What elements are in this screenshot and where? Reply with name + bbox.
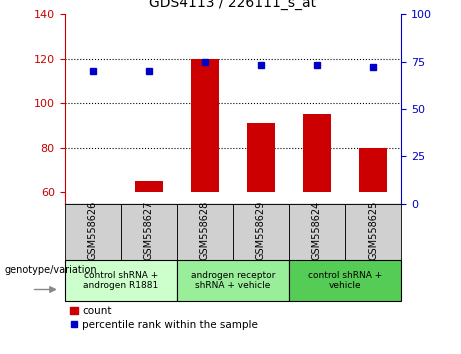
Bar: [177, 204, 233, 260]
Bar: [121, 204, 177, 260]
Text: GSM558626: GSM558626: [88, 201, 98, 260]
Text: GSM558628: GSM558628: [200, 201, 210, 260]
Text: androgen receptor
shRNA + vehicle: androgen receptor shRNA + vehicle: [190, 271, 275, 290]
Legend: count, percentile rank within the sample: count, percentile rank within the sample: [70, 306, 258, 330]
Text: genotype/variation: genotype/variation: [5, 266, 97, 275]
Bar: [289, 204, 345, 260]
Bar: [135, 181, 163, 193]
Text: control shRNA +
androgen R1881: control shRNA + androgen R1881: [83, 271, 158, 290]
Bar: [303, 114, 331, 193]
Bar: [345, 204, 401, 260]
Text: GSM558625: GSM558625: [368, 201, 378, 261]
Bar: [65, 204, 121, 260]
Bar: [247, 123, 275, 193]
Text: GSM558627: GSM558627: [144, 201, 154, 261]
Bar: [233, 204, 289, 260]
Bar: [65, 260, 177, 301]
Title: GDS4113 / 226111_s_at: GDS4113 / 226111_s_at: [149, 0, 316, 10]
Text: GSM558629: GSM558629: [256, 201, 266, 260]
Bar: [289, 260, 401, 301]
Bar: [359, 148, 387, 193]
Text: GSM558624: GSM558624: [312, 201, 322, 260]
Text: control shRNA +
vehicle: control shRNA + vehicle: [308, 271, 382, 290]
Bar: [177, 260, 289, 301]
Bar: [191, 59, 219, 193]
